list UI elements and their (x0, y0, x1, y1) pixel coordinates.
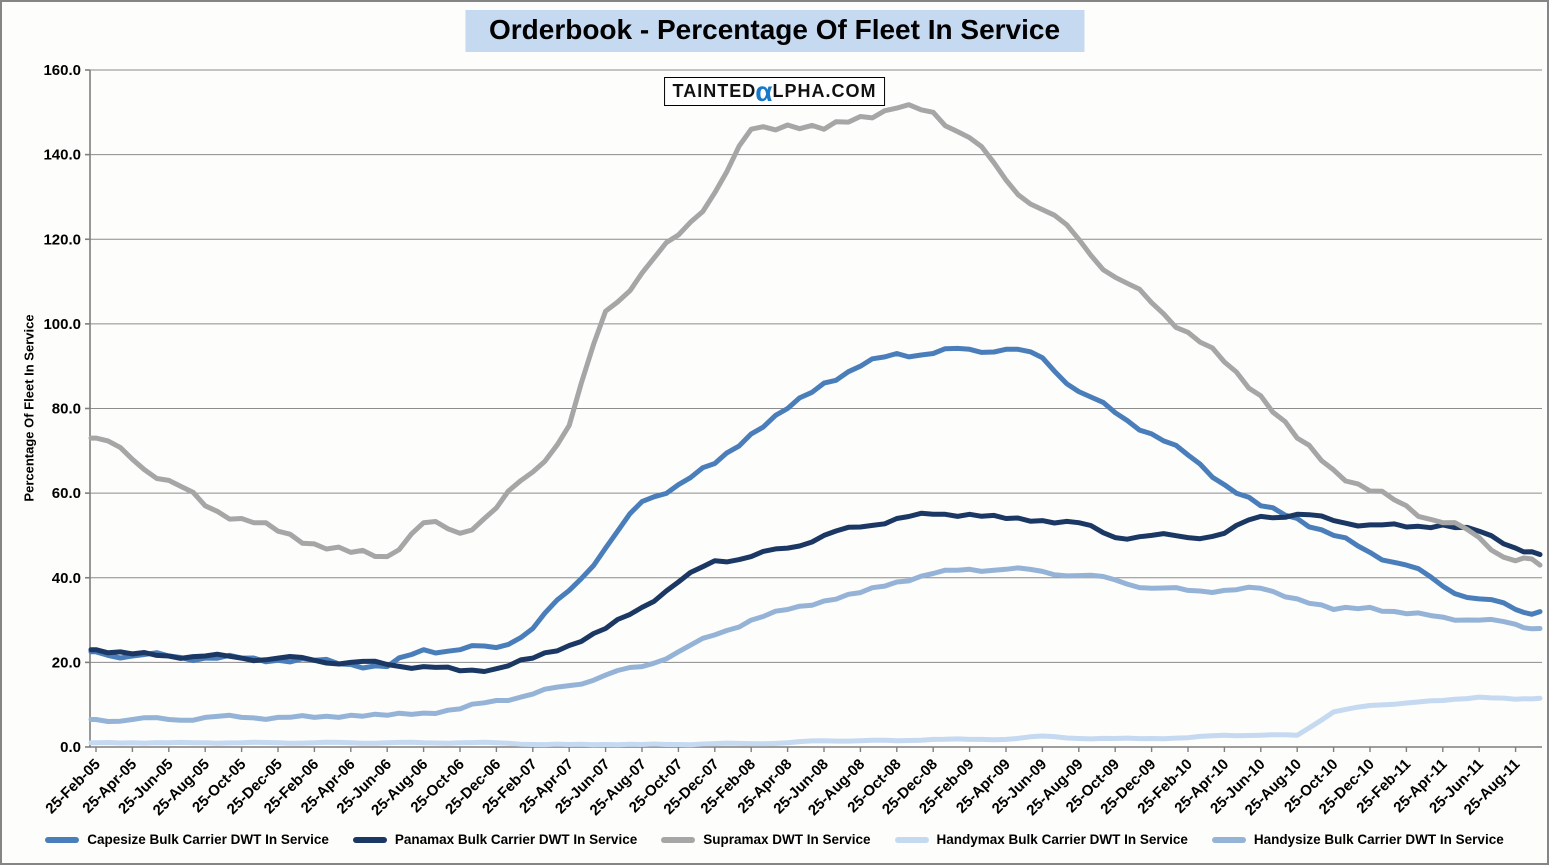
watermark-alpha-glyph: α (755, 75, 774, 107)
legend-label-supramax: Supramax DWT In Service (703, 832, 871, 847)
legend-marker-handymax (894, 836, 929, 843)
taintedalpha-watermark: TAINTED α LPHA.COM (663, 75, 886, 107)
series-line-supramax (88, 102, 1543, 568)
series-line-handysize (88, 565, 1543, 724)
chart-title: Orderbook - Percentage Of Fleet In Servi… (464, 10, 1085, 52)
y-tick-label: 20.0 (52, 654, 81, 671)
legend-marker-handysize (1211, 836, 1246, 843)
watermark-text-prefix: TAINTED (672, 81, 757, 101)
series-line-capesize (88, 345, 1543, 671)
legend-item-capesize: Capesize Bulk Carrier DWT In Service (45, 832, 329, 847)
legend-item-handysize: Handysize Bulk Carrier DWT In Service (1211, 832, 1504, 847)
y-tick-label: 160.0 (43, 62, 81, 79)
legend-item-supramax: Supramax DWT In Service (661, 832, 871, 847)
y-tick-label: 100.0 (43, 316, 81, 333)
legend-label-capesize: Capesize Bulk Carrier DWT In Service (87, 832, 329, 847)
legend-marker-panamax (352, 836, 387, 843)
y-tick-label: 40.0 (52, 570, 81, 587)
y-tick-label: 80.0 (52, 401, 81, 418)
y-tick-label: 0.0 (60, 739, 81, 756)
series-line-panamax (88, 510, 1543, 674)
y-tick-label: 60.0 (52, 485, 81, 502)
legend-label-handymax: Handymax Bulk Carrier DWT In Service (936, 832, 1188, 847)
legend-marker-supramax (661, 836, 696, 843)
chart-legend: Capesize Bulk Carrier DWT In Service Pan… (2, 832, 1547, 847)
y-axis-title: Percentage Of Fleet In Service (21, 314, 37, 502)
watermark-text-suffix: LPHA.COM (772, 81, 877, 101)
y-tick-label: 120.0 (43, 231, 81, 248)
y-tick-label: 140.0 (43, 147, 81, 164)
legend-marker-capesize (45, 836, 80, 843)
legend-label-panamax: Panamax Bulk Carrier DWT In Service (394, 832, 638, 847)
legend-label-handysize: Handysize Bulk Carrier DWT In Service (1253, 832, 1504, 847)
legend-item-panamax: Panamax Bulk Carrier DWT In Service (352, 832, 638, 847)
legend-item-handymax: Handymax Bulk Carrier DWT In Service (894, 832, 1188, 847)
series-line-handymax (88, 694, 1543, 748)
